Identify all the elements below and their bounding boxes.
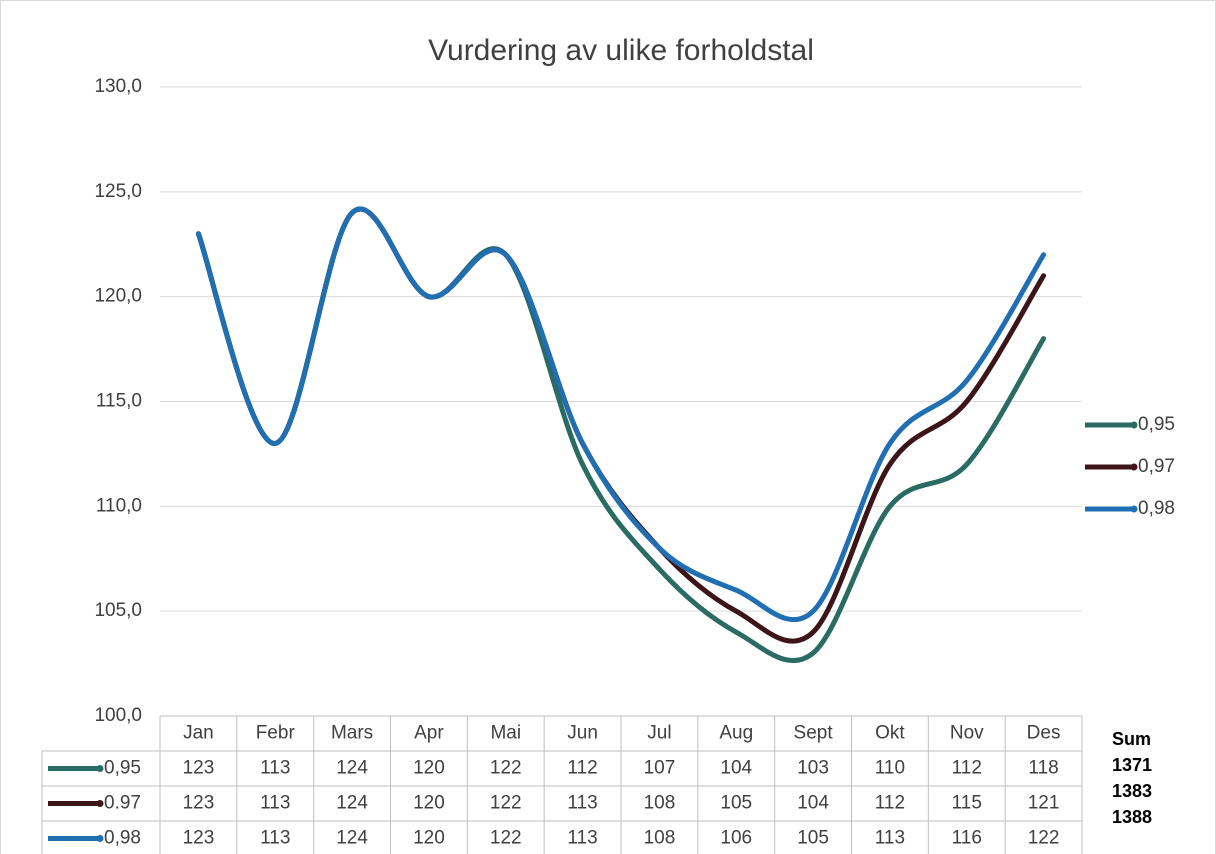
- y-tick-label: 110,0: [96, 495, 142, 516]
- series-line: [195, 206, 1047, 644]
- table-value: 112: [875, 793, 905, 814]
- table-value: 113: [260, 758, 290, 779]
- table-value: 121: [1028, 793, 1060, 814]
- x-tick-label: Febr: [256, 723, 296, 744]
- legend-key-dot: [1130, 463, 1138, 471]
- table-value: 123: [183, 793, 215, 814]
- table-value: 113: [260, 828, 290, 849]
- table-value: 118: [1028, 758, 1058, 779]
- table-value: 105: [797, 828, 829, 849]
- table-key-dot: [96, 835, 104, 842]
- sum-value: 1371: [1112, 755, 1152, 775]
- y-tick-label: 125,0: [94, 181, 142, 202]
- legend-label: 0,98: [1138, 498, 1175, 519]
- table-value: 104: [797, 793, 829, 814]
- chart-title: Vurdering av ulike forholdstal: [428, 34, 814, 67]
- x-tick-label: Des: [1027, 723, 1061, 744]
- y-tick-label: 130,0: [94, 76, 142, 97]
- legend-key-dot: [1130, 505, 1138, 513]
- table-value: 123: [183, 758, 215, 779]
- table-key-dot: [96, 800, 104, 807]
- table-value: 103: [797, 758, 829, 779]
- y-tick-label: 115,0: [96, 391, 142, 412]
- x-tick-label: Jul: [647, 723, 671, 744]
- table-value: 116: [952, 828, 982, 849]
- x-tick-label: Okt: [875, 723, 905, 744]
- table-value: 122: [490, 758, 522, 779]
- table-value: 122: [1028, 828, 1060, 849]
- table-value: 122: [490, 828, 522, 849]
- table-value: 104: [720, 758, 752, 779]
- x-tick-label: Jan: [183, 723, 214, 744]
- table-value: 124: [336, 828, 368, 849]
- x-tick-label: Sept: [794, 723, 834, 744]
- y-tick-label: 100,0: [94, 705, 142, 726]
- table-value: 105: [720, 793, 752, 814]
- x-tick-label: Nov: [950, 723, 984, 744]
- x-tick-label: Jun: [567, 723, 598, 744]
- table-value: 113: [260, 793, 290, 814]
- table-series-name: 0,98: [104, 828, 141, 849]
- table-value: 120: [413, 828, 445, 849]
- table-key-dot: [96, 765, 104, 772]
- legend-key-dot: [1130, 421, 1138, 429]
- table-value: 120: [413, 793, 445, 814]
- table-value: 123: [183, 828, 215, 849]
- table-value: 106: [720, 828, 752, 849]
- series-line: [195, 206, 1047, 623]
- x-tick-label: Mai: [490, 723, 521, 744]
- sum-value: 1383: [1112, 781, 1152, 801]
- table-value: 107: [644, 758, 676, 779]
- y-tick-label: 120,0: [94, 286, 142, 307]
- x-tick-label: Apr: [414, 723, 444, 744]
- legend-label: 0,95: [1138, 414, 1175, 435]
- table-value: 124: [336, 793, 368, 814]
- table-value: 113: [567, 793, 597, 814]
- table-value: 124: [336, 758, 368, 779]
- table-value: 112: [567, 758, 597, 779]
- table-series-name: 0.97: [104, 793, 141, 814]
- table-value: 113: [567, 828, 597, 849]
- table-series-name: 0,95: [104, 758, 141, 779]
- x-tick-label: Mars: [331, 723, 373, 744]
- table-value: 112: [952, 758, 982, 779]
- table-value: 108: [644, 793, 676, 814]
- x-tick-label: Aug: [719, 723, 753, 744]
- table-value: 115: [952, 793, 982, 814]
- sum-value: 1388: [1112, 807, 1152, 827]
- table-value: 120: [413, 758, 445, 779]
- table-value: 108: [644, 828, 676, 849]
- table-value: 113: [875, 828, 905, 849]
- y-tick-label: 105,0: [94, 600, 142, 621]
- table-value: 122: [490, 793, 522, 814]
- table-value: 110: [875, 758, 905, 779]
- legend-label: 0,97: [1138, 456, 1175, 477]
- sum-header: Sum: [1112, 729, 1151, 749]
